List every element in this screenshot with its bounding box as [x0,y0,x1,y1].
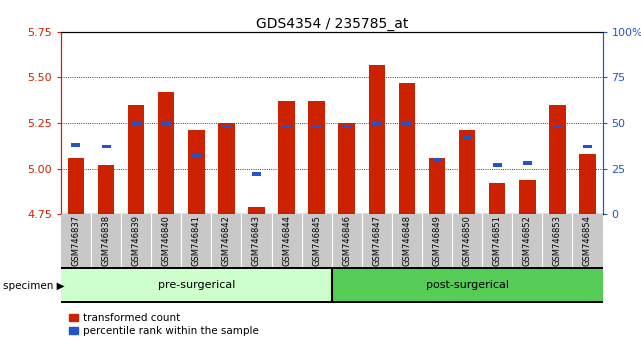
Bar [579,154,595,214]
Bar [282,125,291,128]
Text: GSM746845: GSM746845 [312,215,321,266]
Text: GSM746848: GSM746848 [403,215,412,266]
Bar [98,165,114,214]
Bar [308,101,325,214]
Text: GSM746847: GSM746847 [372,215,381,266]
Text: pre-surgerical: pre-surgerical [158,280,235,290]
Bar [372,121,381,125]
Bar [459,130,476,214]
Bar [158,92,174,214]
Bar [162,121,171,125]
Bar [523,161,532,165]
Bar [433,158,442,161]
Text: GSM746846: GSM746846 [342,215,351,266]
Text: GSM746854: GSM746854 [583,215,592,266]
Bar [489,183,506,214]
Bar [192,154,201,158]
Legend: transformed count, percentile rank within the sample: transformed count, percentile rank withi… [69,313,259,336]
Bar [128,105,144,214]
Text: GSM746840: GSM746840 [162,215,171,266]
Bar [369,65,385,214]
Text: GSM746849: GSM746849 [433,215,442,266]
Bar [399,83,415,214]
Bar [278,101,295,214]
Text: GSM746838: GSM746838 [101,215,110,266]
Bar [332,269,603,301]
Text: GSM746851: GSM746851 [493,215,502,266]
Text: GSM746844: GSM746844 [282,215,291,266]
Bar [493,163,502,167]
Text: GSM746852: GSM746852 [523,215,532,266]
Bar [583,145,592,148]
Bar [463,136,472,139]
Bar [338,123,355,214]
Text: GSM746842: GSM746842 [222,215,231,266]
Bar [248,207,265,214]
Text: GSM746853: GSM746853 [553,215,562,266]
Bar [553,125,562,128]
Bar [222,125,231,128]
Bar [68,158,84,214]
Bar [429,158,445,214]
Bar [403,121,412,125]
Bar [61,269,331,301]
Title: GDS4354 / 235785_at: GDS4354 / 235785_at [256,17,408,31]
Text: specimen ▶: specimen ▶ [3,281,65,291]
Text: GSM746841: GSM746841 [192,215,201,266]
Bar [549,105,565,214]
Bar [252,172,261,176]
Bar [519,179,536,214]
Bar [312,125,321,128]
Bar [188,130,204,214]
Text: GSM746843: GSM746843 [252,215,261,266]
Text: GSM746850: GSM746850 [463,215,472,266]
Bar [131,121,140,125]
Bar [101,145,110,148]
Bar [342,125,351,128]
Text: GSM746837: GSM746837 [71,215,80,266]
Text: GSM746839: GSM746839 [131,215,140,266]
Text: post-surgerical: post-surgerical [426,280,508,290]
Bar [218,123,235,214]
Bar [71,143,81,147]
